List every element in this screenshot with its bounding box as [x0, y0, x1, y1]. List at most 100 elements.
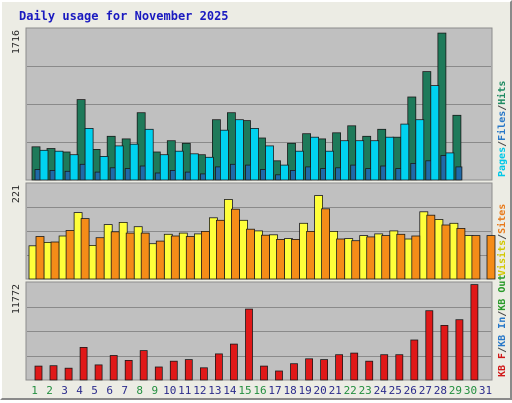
bar-pages-day-2 — [54, 150, 64, 181]
bar-kb-f-day-22 — [350, 352, 359, 381]
day-label-6: 6 — [106, 384, 113, 397]
bar-kb-f-day-4 — [79, 346, 88, 381]
day-label-28: 28 — [434, 384, 447, 397]
bar-pages-day-3 — [69, 154, 79, 181]
bar-sites-day-20 — [321, 208, 331, 280]
bar-kb-f-day-11 — [184, 359, 193, 381]
bar-pages-day-10 — [174, 150, 184, 181]
bar-sites-day-9 — [155, 240, 165, 280]
bar-kb-f-day-8 — [139, 350, 148, 381]
bar-kb-f-day-30 — [470, 284, 479, 381]
bar-pages-day-1 — [39, 149, 49, 181]
bar-pages-day-7 — [129, 143, 139, 181]
day-label-5: 5 — [91, 384, 98, 397]
legend-entry: Visits — [496, 240, 508, 276]
day-label-22: 22 — [344, 384, 357, 397]
day-label-12: 12 — [193, 384, 206, 397]
day-label-16: 16 — [253, 384, 266, 397]
bar-sites-day-28 — [441, 224, 451, 280]
bar-kb-f-day-5 — [94, 364, 103, 381]
bar-kb-f-day-24 — [380, 354, 389, 381]
bar-kb-f-day-7 — [124, 359, 133, 381]
bar-sites-day-30 — [471, 235, 481, 280]
bar-kb-f-day-21 — [335, 354, 344, 381]
panel-visits-sites-legend: Visits/Sites — [496, 204, 508, 276]
legend-entry: Pages — [497, 147, 508, 177]
panel-visits-sites-max-label: 221 — [11, 185, 22, 203]
bar-sites-day-1 — [35, 236, 45, 280]
bar-sites-day-22 — [351, 240, 361, 280]
bar-pages-day-23 — [370, 140, 380, 181]
legend-entry: Sites — [496, 204, 508, 234]
bar-pages-day-14 — [234, 119, 244, 181]
panel-kb-f-in-out-max-label: 11772 — [11, 284, 22, 314]
legend-entry: KB Out — [497, 275, 508, 311]
bar-sites-day-31 — [486, 235, 496, 280]
bar-pages-day-24 — [385, 136, 395, 181]
day-label-26: 26 — [404, 384, 417, 397]
panel-kb-f-in-out-legend: KB F/KB In/KB Out — [497, 275, 508, 377]
day-label-31: 31 — [479, 384, 492, 397]
bar-sites-day-29 — [456, 227, 466, 280]
legend-entry: / — [497, 141, 508, 147]
day-label-19: 19 — [298, 384, 311, 397]
bar-kb-f-day-28 — [440, 324, 449, 381]
bar-pages-day-21 — [340, 140, 350, 181]
bar-pages-day-5 — [99, 155, 109, 181]
bar-kb-f-day-19 — [305, 358, 314, 381]
bar-kb-f-day-29 — [455, 319, 464, 381]
legend-entry: KB F — [497, 353, 508, 377]
day-label-3: 3 — [61, 384, 68, 397]
bar-sites-day-5 — [95, 237, 105, 280]
bar-kb-f-day-3 — [64, 367, 73, 381]
bar-pages-day-28 — [445, 152, 455, 181]
bar-kb-f-day-17 — [275, 370, 283, 381]
bar-sites-day-6 — [110, 231, 120, 280]
bar-kb-f-day-23 — [365, 360, 374, 381]
bar-pages-day-9 — [159, 154, 169, 181]
bar-sites-day-11 — [185, 236, 195, 280]
day-label-15: 15 — [238, 384, 251, 397]
bar-pages-day-27 — [430, 85, 440, 181]
bar-sites-day-16 — [261, 234, 270, 280]
bar-pages-day-16 — [265, 145, 274, 181]
legend-entry: / — [497, 234, 508, 240]
day-label-17: 17 — [268, 384, 281, 397]
bar-pages-day-26 — [415, 119, 425, 181]
bar-pages-day-11 — [189, 153, 199, 181]
bar-pages-day-13 — [219, 129, 229, 181]
bar-kb-f-day-15 — [245, 308, 253, 381]
bar-files-day-29 — [455, 166, 463, 181]
bar-sites-day-19 — [306, 230, 316, 280]
bar-pages-day-18 — [295, 150, 304, 181]
legend-entry: Files — [496, 111, 508, 141]
bar-kb-f-day-26 — [410, 339, 419, 381]
bar-kb-f-day-10 — [169, 360, 178, 381]
bar-pages-day-25 — [400, 123, 410, 181]
day-label-9: 9 — [151, 384, 158, 397]
bar-sites-day-15 — [246, 228, 255, 280]
bar-sites-day-4 — [80, 218, 90, 280]
bar-pages-day-8 — [144, 128, 154, 181]
legend-entry: / — [497, 347, 508, 353]
bar-pages-day-15 — [250, 128, 259, 181]
day-label-20: 20 — [313, 384, 326, 397]
legend-entry: / — [497, 311, 508, 317]
bar-sites-day-8 — [140, 232, 150, 280]
bar-pages-day-12 — [204, 156, 214, 181]
day-label-23: 23 — [359, 384, 372, 397]
daily-usage-chart: Daily usage for November 2025 1716Pages/… — [11, 9, 508, 397]
day-label-10: 10 — [163, 384, 176, 397]
bar-pages-day-4 — [84, 128, 94, 181]
bar-kb-f-day-12 — [199, 367, 208, 381]
bar-sites-day-2 — [50, 241, 60, 280]
day-label-14: 14 — [223, 384, 237, 397]
bar-sites-day-13 — [215, 219, 225, 280]
day-label-29: 29 — [449, 384, 462, 397]
day-label-18: 18 — [283, 384, 296, 397]
chart-title: Daily usage for November 2025 — [19, 9, 229, 23]
day-label-13: 13 — [208, 384, 221, 397]
bar-pages-day-6 — [114, 145, 124, 181]
bar-kb-f-day-27 — [425, 310, 434, 381]
bar-sites-day-10 — [170, 235, 180, 280]
